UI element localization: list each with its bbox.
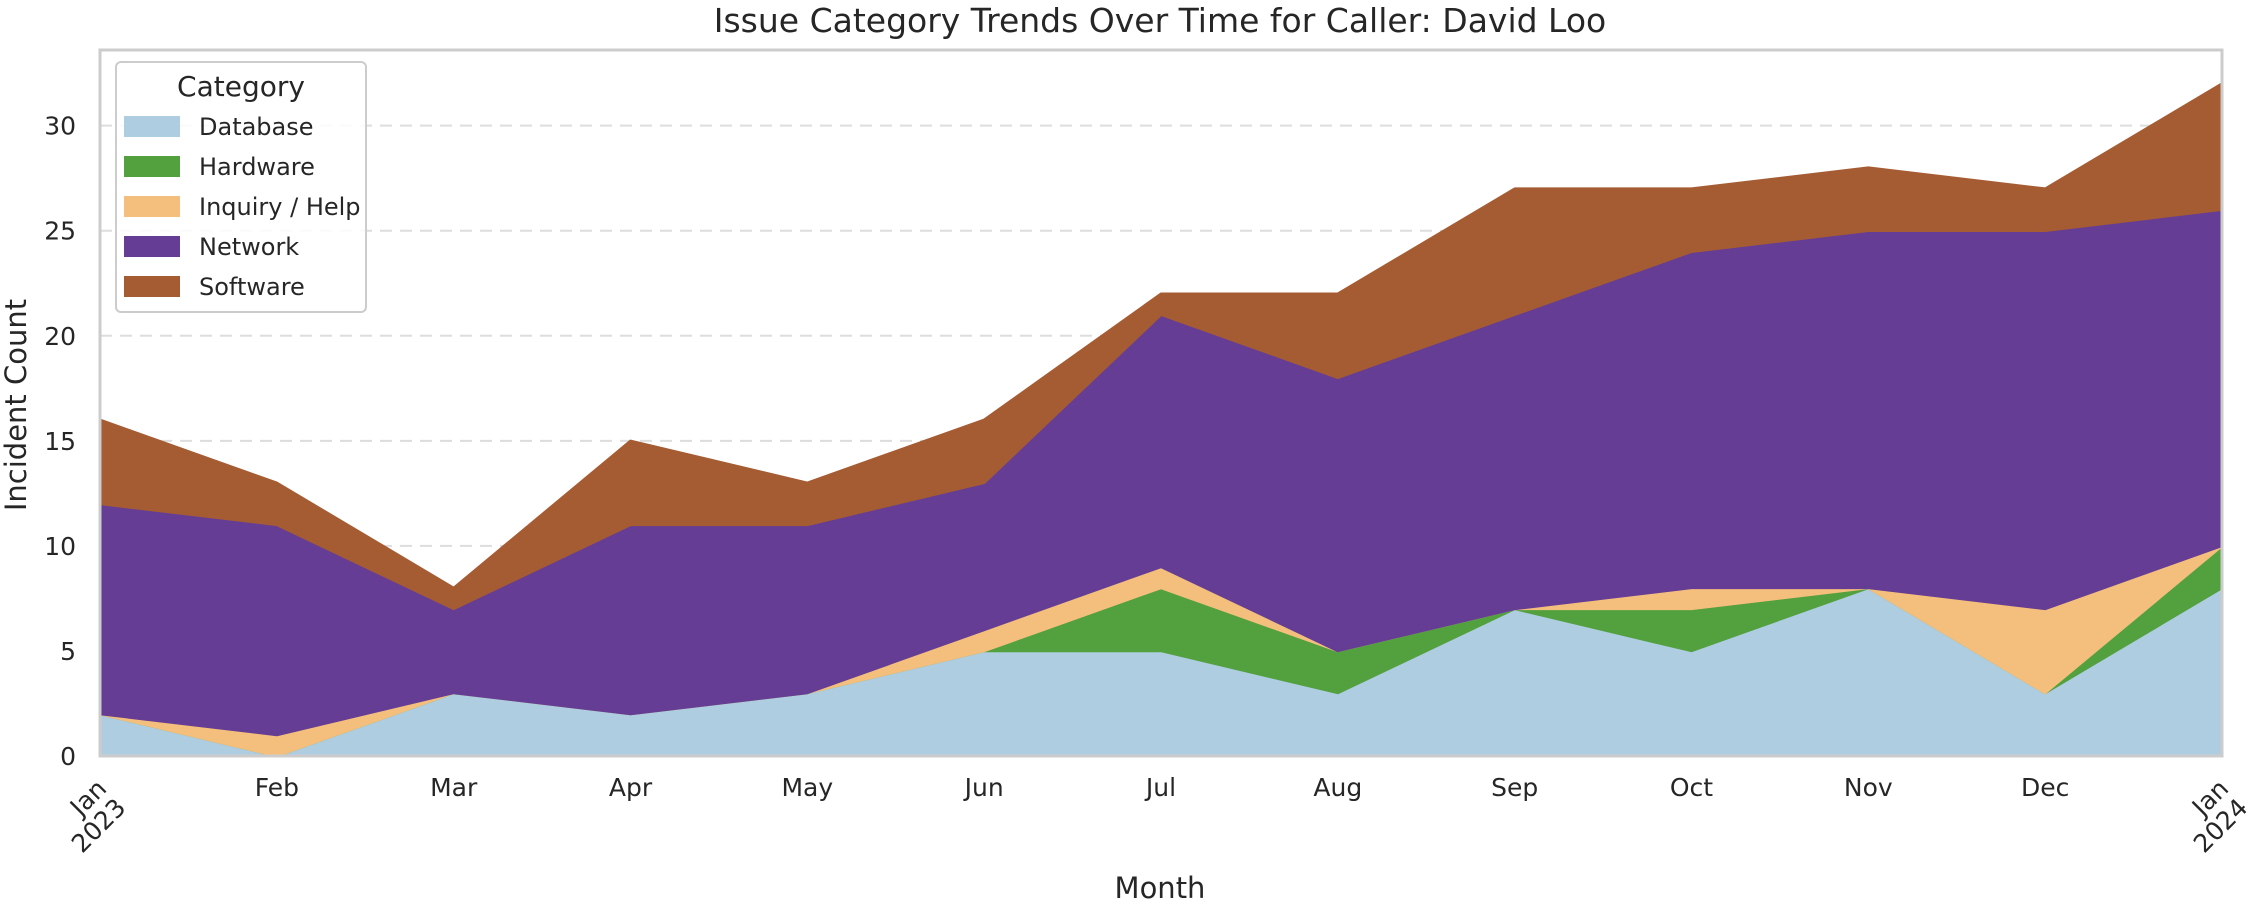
x-tick-label: Apr [609, 773, 653, 802]
x-tick-label: Dec [2021, 773, 2069, 802]
legend-label: Software [199, 273, 305, 301]
legend-swatch [124, 236, 180, 257]
x-tick-label: May [781, 773, 833, 802]
chart-title: Issue Category Trends Over Time for Call… [714, 1, 1606, 40]
legend-swatch [124, 116, 180, 137]
legend: Category Database Hardware Inquiry / Help N… [115, 61, 367, 313]
x-tick-label: Oct [1670, 773, 1713, 802]
legend-title: Category [177, 70, 305, 103]
x-axis-label: Month [1115, 871, 1206, 905]
y-tick-label: 10 [44, 532, 76, 561]
legend-label: Inquiry / Help [199, 193, 361, 221]
x-tick-label: Jan2023 [47, 774, 132, 859]
x-axis-ticks: Jan2023 Feb Mar Apr May Jun Jul Aug Sep Oct Nov Dec… [47, 773, 2254, 859]
x-tick-label: Jun [963, 773, 1004, 802]
legend-items: Database Hardware Inquiry / Help Network Sof… [124, 113, 361, 301]
legend-swatch [124, 276, 180, 297]
x-tick-label: Aug [1313, 773, 1362, 802]
x-tick-label: Mar [430, 773, 478, 802]
x-tick-label: Jan2024 [2169, 774, 2254, 859]
plot-frame [98, 48, 2224, 758]
x-tick-label: Nov [1844, 773, 1893, 802]
y-axis-label: Incident Count [0, 299, 33, 511]
x-tick-label: Feb [255, 773, 299, 802]
legend-swatch [124, 156, 180, 177]
y-tick-label: 25 [44, 217, 76, 246]
y-tick-label: 0 [60, 742, 76, 771]
area-layers [98, 82, 2224, 758]
legend-label: Hardware [199, 153, 315, 181]
y-tick-label: 5 [60, 637, 76, 666]
legend-label: Network [199, 233, 299, 261]
legend-swatch [124, 196, 180, 217]
y-tick-label: 15 [44, 427, 76, 456]
x-tick-label: Sep [1491, 773, 1538, 802]
legend-label: Database [199, 113, 314, 141]
y-axis-ticks: 0 5 10 15 20 25 30 [44, 112, 76, 771]
y-tick-label: 20 [44, 322, 76, 351]
y-tick-label: 30 [44, 112, 76, 141]
x-tick-label: Jul [1144, 773, 1176, 802]
